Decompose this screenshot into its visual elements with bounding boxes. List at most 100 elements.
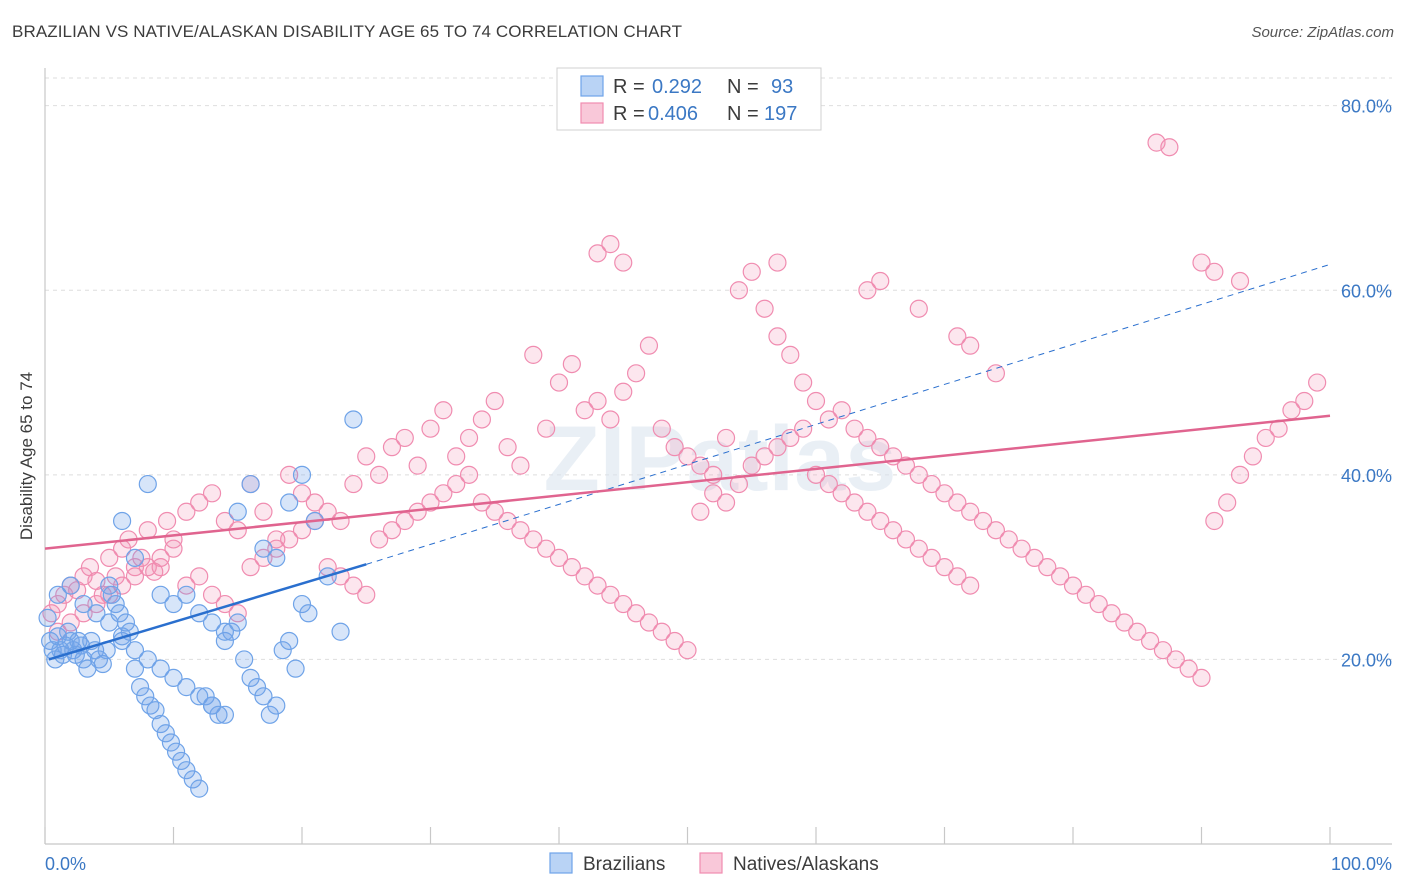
natives-point-56 [639, 336, 659, 355]
natives-point-140 [254, 548, 273, 568]
brazilians-point-24 [110, 604, 129, 623]
brazilians-point-28 [125, 659, 145, 678]
natives-point-64 [742, 262, 761, 281]
brazilians-point-86 [164, 668, 183, 687]
brazilians-point-81 [100, 613, 119, 632]
brazilians-point-34 [156, 724, 175, 743]
brazilians-point-54 [280, 631, 299, 651]
natives-point-99 [1192, 668, 1211, 687]
brazilians-point-0 [38, 608, 57, 627]
natives-point-77 [909, 465, 928, 484]
bottom-legend-brazilians: Brazilians [583, 854, 665, 875]
brazilians-point-71 [280, 493, 299, 512]
brazilians-point-61 [151, 585, 170, 604]
bottom-legend-swatch-blue [549, 852, 573, 874]
x-tick-label-min: 0.0% [45, 854, 86, 874]
natives-point-156 [459, 465, 479, 484]
natives-point-116 [871, 271, 890, 291]
brazilians-point-78 [61, 576, 80, 595]
trend-lines [44, 263, 1331, 661]
natives-point-30 [305, 493, 324, 512]
natives-point-44 [485, 391, 504, 411]
natives-point-172 [665, 631, 684, 651]
natives-point-27 [267, 530, 286, 549]
natives-point-45 [498, 438, 517, 457]
natives-point-160 [511, 521, 530, 540]
natives-point-54 [614, 382, 633, 401]
natives-point-73 [858, 428, 877, 448]
natives-point-94 [1128, 622, 1147, 641]
legend-n-label-1: N = [727, 76, 759, 98]
natives-point-84 [999, 530, 1018, 549]
natives-point-37 [395, 428, 414, 448]
natives-point-180 [768, 438, 787, 457]
natives-point-70 [819, 410, 838, 429]
natives-point-43 [472, 410, 491, 429]
natives-point-185 [832, 484, 851, 503]
brazilians-point-37 [172, 751, 191, 771]
natives-point-82 [973, 511, 993, 531]
natives-point-29 [292, 484, 312, 503]
brazilians-point-23 [106, 594, 125, 614]
natives-point-32 [331, 511, 350, 531]
natives-point-103 [1243, 447, 1263, 466]
correlation-legend: R = 0.292 N = 93 R = 0.406 N = 197 [556, 67, 822, 131]
natives-point-22 [202, 484, 222, 503]
natives-point-86 [1025, 548, 1044, 568]
natives-point-10 [106, 567, 125, 586]
natives-point-102 [1230, 465, 1250, 484]
brazilians-point-43 [209, 705, 228, 724]
natives-point-88 [1051, 567, 1070, 586]
y-tick-label-3: 80.0% [1341, 97, 1392, 117]
brazilians-point-77 [48, 585, 67, 604]
brazilians-point-48 [241, 668, 260, 687]
natives-point-192 [922, 548, 941, 568]
y-tick-label-2: 60.0% [1341, 281, 1392, 301]
brazilians-point-59 [125, 548, 145, 568]
natives-point-195 [961, 576, 980, 595]
natives-trend-line [44, 414, 1331, 550]
brazilians-point-67 [228, 502, 247, 521]
natives-point-173 [678, 641, 697, 660]
natives-point-136 [202, 585, 222, 604]
natives-point-113 [614, 253, 633, 272]
natives-point-34 [357, 447, 376, 466]
brazilians-point-79 [74, 594, 93, 614]
chart-title: BRAZILIAN VS NATIVE/ALASKAN DISABILITY A… [12, 22, 683, 41]
natives-point-48 [537, 419, 556, 438]
natives-point-170 [639, 613, 659, 632]
natives-point-190 [896, 530, 916, 549]
natives-point-100 [1205, 511, 1224, 531]
natives-point-17 [151, 558, 170, 577]
natives-point-175 [704, 484, 723, 503]
legend-swatch-blue [580, 75, 604, 97]
natives-point-181 [781, 428, 800, 448]
brazilians-point-53 [273, 641, 292, 660]
natives-point-166 [588, 576, 607, 595]
natives-point-42 [459, 428, 479, 448]
natives-point-117 [909, 299, 928, 318]
natives-point-66 [768, 327, 787, 346]
brazilians-point-50 [254, 687, 273, 706]
natives-point-126 [74, 604, 93, 623]
natives-point-33 [344, 474, 363, 494]
brazilians-point-75 [331, 622, 350, 641]
natives-point-119 [961, 336, 980, 355]
natives-point-47 [524, 345, 543, 364]
natives-point-85 [1012, 539, 1031, 558]
natives-point-135 [190, 567, 209, 586]
natives-point-98 [1179, 659, 1198, 678]
natives-point-129 [112, 576, 132, 595]
natives-point-46 [511, 456, 530, 475]
natives-point-142 [280, 530, 299, 549]
y-tick-label-0: 20.0% [1341, 650, 1392, 670]
brazilians-point-46 [228, 613, 247, 632]
natives-point-95 [1140, 631, 1160, 651]
natives-point-133 [164, 539, 183, 558]
natives-point-91 [1089, 594, 1108, 614]
natives-point-81 [961, 502, 980, 521]
natives-point-188 [871, 511, 890, 531]
legend-n-label-2: N = [727, 103, 759, 125]
natives-point-40 [434, 401, 453, 420]
